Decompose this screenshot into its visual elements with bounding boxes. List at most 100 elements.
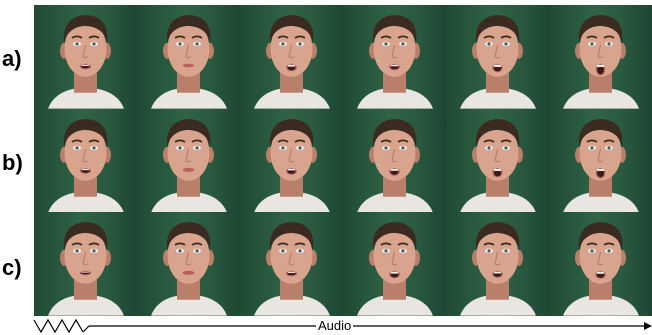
neck <box>280 72 303 93</box>
face <box>167 20 210 77</box>
hair <box>63 14 108 43</box>
hair <box>475 222 520 251</box>
shirt <box>151 192 227 213</box>
face-frame <box>137 108 240 213</box>
neck <box>177 72 200 93</box>
face-portrait <box>357 118 433 213</box>
face <box>270 124 313 181</box>
face <box>270 20 313 77</box>
shirt <box>357 192 433 213</box>
face-frame <box>446 212 549 316</box>
face-portrait <box>460 118 536 213</box>
neck <box>74 176 97 197</box>
shirt <box>460 296 536 316</box>
face-portrait <box>460 222 536 316</box>
face <box>373 228 416 285</box>
shirt <box>254 88 330 109</box>
face-frame <box>34 212 137 316</box>
face-frame <box>34 5 137 109</box>
face-portrait <box>151 118 227 213</box>
mouth <box>182 271 195 276</box>
face-frame <box>549 108 652 213</box>
hair <box>372 118 417 147</box>
mouth <box>182 167 195 172</box>
hair <box>269 14 314 43</box>
hair <box>166 14 211 43</box>
neck <box>589 280 612 301</box>
face <box>476 228 519 285</box>
neck <box>177 280 200 301</box>
hair <box>63 118 108 147</box>
face-portrait <box>48 222 124 316</box>
neck <box>383 176 406 197</box>
face-portrait <box>151 14 227 109</box>
face-frame <box>343 212 446 316</box>
face-portrait <box>48 118 124 213</box>
face-portrait <box>460 14 536 109</box>
face-frame <box>446 5 549 109</box>
face <box>167 124 210 181</box>
hair <box>166 118 211 147</box>
face-portrait <box>48 14 124 109</box>
face <box>476 20 519 77</box>
face-portrait <box>357 14 433 109</box>
hair <box>269 222 314 251</box>
face-portrait <box>357 222 433 316</box>
face <box>579 228 622 285</box>
face-portrait <box>563 118 639 213</box>
mouth <box>182 63 195 68</box>
timeline-arrow-line <box>82 325 90 333</box>
shirt <box>254 296 330 316</box>
shirt <box>48 192 124 213</box>
hair <box>475 118 520 147</box>
hair <box>578 118 623 147</box>
face-portrait <box>254 14 330 109</box>
audio-waveform-icon <box>33 318 84 334</box>
neck <box>383 72 406 93</box>
face-frame-grid <box>34 5 652 316</box>
face <box>64 228 107 285</box>
face-frame <box>137 5 240 109</box>
neck <box>383 280 406 301</box>
face-frame <box>137 212 240 316</box>
neck <box>177 176 200 197</box>
neck <box>486 280 509 301</box>
hair <box>578 14 623 43</box>
neck <box>74 280 97 301</box>
hair <box>269 118 314 147</box>
shirt <box>254 192 330 213</box>
face-frame <box>549 5 652 109</box>
face <box>579 124 622 181</box>
hair <box>63 222 108 251</box>
face-portrait <box>254 222 330 316</box>
face <box>476 124 519 181</box>
shirt <box>48 296 124 316</box>
face <box>579 20 622 77</box>
face <box>167 228 210 285</box>
neck <box>280 176 303 197</box>
face-frame <box>240 108 343 213</box>
face-frame <box>34 108 137 213</box>
neck <box>74 72 97 93</box>
face <box>373 124 416 181</box>
face-portrait <box>151 222 227 316</box>
face-frame <box>240 212 343 316</box>
shirt <box>563 296 639 316</box>
face <box>270 228 313 285</box>
face-portrait <box>563 14 639 109</box>
shirt <box>48 88 124 109</box>
face <box>64 20 107 77</box>
hair <box>372 14 417 43</box>
shirt <box>357 296 433 316</box>
shirt <box>563 192 639 213</box>
shirt <box>357 88 433 109</box>
neck <box>486 72 509 93</box>
hair <box>475 14 520 43</box>
neck <box>280 280 303 301</box>
face-frame <box>343 5 446 109</box>
shirt <box>563 88 639 109</box>
face <box>373 20 416 77</box>
face <box>64 124 107 181</box>
face-portrait <box>563 222 639 316</box>
shirt <box>460 192 536 213</box>
